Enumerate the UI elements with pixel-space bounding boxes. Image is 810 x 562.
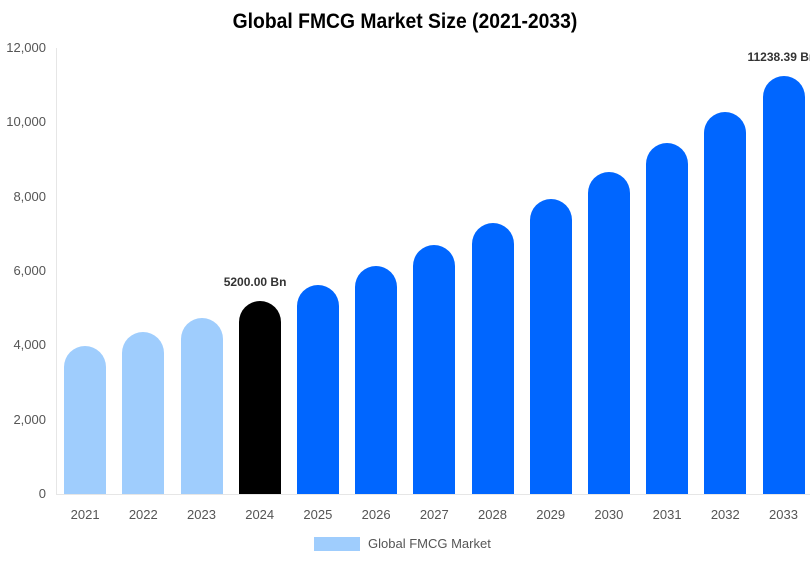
- bar-2027[interactable]: [413, 244, 456, 494]
- y-tick-label: 6,000: [13, 263, 46, 278]
- y-tick-label: 8,000: [13, 188, 46, 204]
- x-tick-label: 2029: [536, 507, 566, 522]
- x-axis-line: [56, 494, 810, 495]
- bar-2022[interactable]: [122, 331, 165, 494]
- x-tick-label: 2028: [478, 507, 507, 522]
- y-tick-label: 4,000: [13, 337, 46, 353]
- x-tick-label: 2023: [187, 507, 216, 522]
- bar-2021[interactable]: [64, 346, 107, 494]
- bar-2031[interactable]: [646, 143, 689, 494]
- x-tick-label: 2030: [594, 507, 624, 522]
- legend-label: Global FMCG Market: [368, 536, 491, 551]
- x-tick-label: 2024: [245, 507, 275, 522]
- x-tick-label: 2033: [769, 507, 798, 522]
- legend-swatch: [314, 536, 360, 551]
- legend[interactable]: Global FMCG Market: [314, 536, 491, 551]
- bar-2023[interactable]: [180, 317, 223, 494]
- bar-2033[interactable]: [762, 76, 805, 494]
- x-tick-label: 2027: [419, 507, 449, 522]
- bar-2032[interactable]: [704, 111, 747, 494]
- bar-2024[interactable]: [238, 300, 281, 494]
- y-tick-label: 10,000: [6, 114, 46, 130]
- bar-2028[interactable]: [471, 223, 514, 494]
- x-tick-label: 2032: [710, 507, 740, 522]
- bar-2030[interactable]: [587, 172, 630, 494]
- x-tick-label: 2025: [303, 507, 333, 522]
- x-tick-label: 2022: [128, 507, 158, 522]
- x-tick-label: 2021: [70, 507, 100, 522]
- data-label-2024: 5200.00 Bn: [223, 274, 287, 289]
- chart-title: Global FMCG Market Size (2021-2033): [232, 10, 578, 33]
- data-label-2033: 11238.39 Bn: [747, 50, 810, 65]
- bar-2026[interactable]: [355, 266, 398, 494]
- x-tick-label: 2026: [361, 507, 391, 522]
- x-tick-label: 2031: [652, 507, 682, 522]
- bar-2029[interactable]: [529, 198, 572, 494]
- y-tick-label: 2,000: [13, 411, 46, 427]
- bar-2025[interactable]: [296, 285, 339, 494]
- y-tick-label: 12,000: [6, 40, 46, 55]
- y-axis-line: [56, 48, 57, 495]
- y-tick-label: 0: [38, 486, 46, 501]
